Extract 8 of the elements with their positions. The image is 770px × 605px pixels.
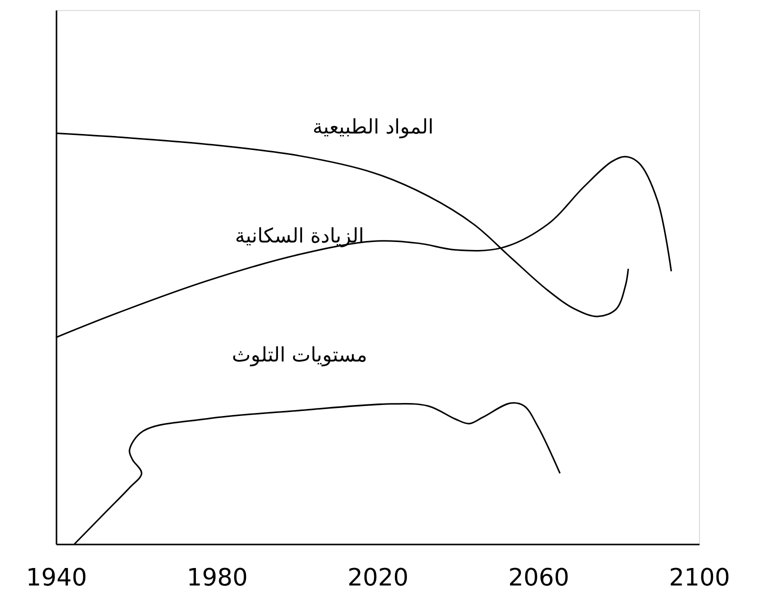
series-label: مستويات التلوث bbox=[232, 342, 368, 366]
x-tick-label: 2060 bbox=[508, 564, 570, 592]
x-tick-label: 2100 bbox=[668, 564, 730, 592]
series-label: الزيادة السكانية bbox=[235, 223, 364, 248]
x-tick-label: 1940 bbox=[26, 564, 88, 592]
x-tick-label: 1980 bbox=[186, 564, 248, 592]
series-label: المواد الطبيعية bbox=[312, 114, 434, 139]
x-tick-label: 2020 bbox=[347, 564, 409, 592]
